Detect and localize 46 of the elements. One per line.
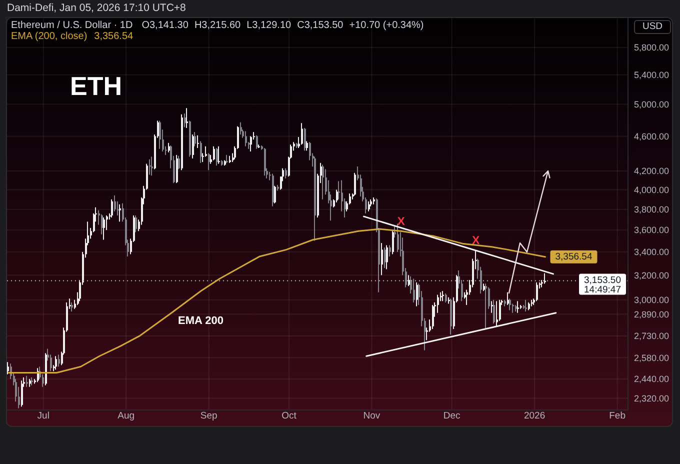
y-tick-label: 3,600.00 — [634, 225, 670, 236]
text: EMA (200, close) — [11, 30, 88, 42]
y-tick-label: 5,400.00 — [634, 70, 670, 80]
candlestick — [197, 135, 199, 148]
x-tick-label: Sep — [200, 410, 218, 422]
y-tick-label: 5,800.00 — [634, 42, 670, 53]
x-tick-label: Jul — [37, 410, 50, 422]
candlestick — [186, 108, 188, 128]
y-tick-label: 3,800.00 — [634, 204, 670, 215]
line-series — [8, 228, 546, 374]
annotation: O3,141.30 — [142, 20, 188, 31]
y-tick-label: 5,000.00 — [634, 99, 670, 110]
chart-subtitle: Ethereum / U.S. Dollar · 1D — [11, 20, 133, 31]
annotation: C3,153.50 — [297, 20, 344, 31]
text: Dami-Defi, Jan 05, 2026 17:10 UTC+8 — [7, 2, 186, 15]
y-tick-label: 4,200.00 — [634, 166, 670, 176]
y-tick-label: 3,400.00 — [634, 247, 670, 258]
y-tick-label: 2,580.00 — [634, 352, 670, 363]
text: 3,356.54 — [94, 30, 134, 42]
x-tick-label: 2026 — [524, 410, 546, 422]
text: ETH — [70, 71, 122, 101]
x-tick-label: Dec — [443, 410, 460, 422]
x-tick-label: Aug — [118, 410, 135, 422]
ref-line-label: 3,153.50 — [584, 275, 621, 286]
x-tick-label: Oct — [282, 410, 297, 422]
annotation: H3,215.60 — [194, 20, 241, 31]
y-tick-label: 2,730.00 — [634, 331, 670, 342]
y-tick-label: 2,440.00 — [634, 374, 670, 384]
annotation: X — [472, 234, 480, 247]
y-tick-label: 3,200.00 — [634, 270, 670, 280]
x-tick-label: Nov — [363, 410, 380, 422]
annotation: +10.70 (+0.34%) — [349, 20, 424, 31]
y-tick-label: 4,000.00 — [634, 184, 670, 195]
y-axis-title: USD — [634, 20, 671, 34]
y-tick-label: 2,890.00 — [634, 309, 670, 320]
x-tick-label: Feb — [609, 410, 626, 422]
y-tick-label: 2,320.00 — [634, 393, 670, 404]
y-tick-label: 3,000.00 — [634, 295, 670, 306]
candlestick — [218, 146, 220, 164]
annotation: EMA 200 — [178, 314, 224, 328]
annotation: 14:49:47 — [584, 284, 621, 296]
annotation: X — [397, 216, 406, 228]
data-label: 3,356.54 — [555, 251, 592, 262]
y-tick-label: 4,600.00 — [634, 131, 670, 142]
annotation: L3,129.10 — [246, 20, 292, 31]
candlestick — [485, 284, 487, 330]
